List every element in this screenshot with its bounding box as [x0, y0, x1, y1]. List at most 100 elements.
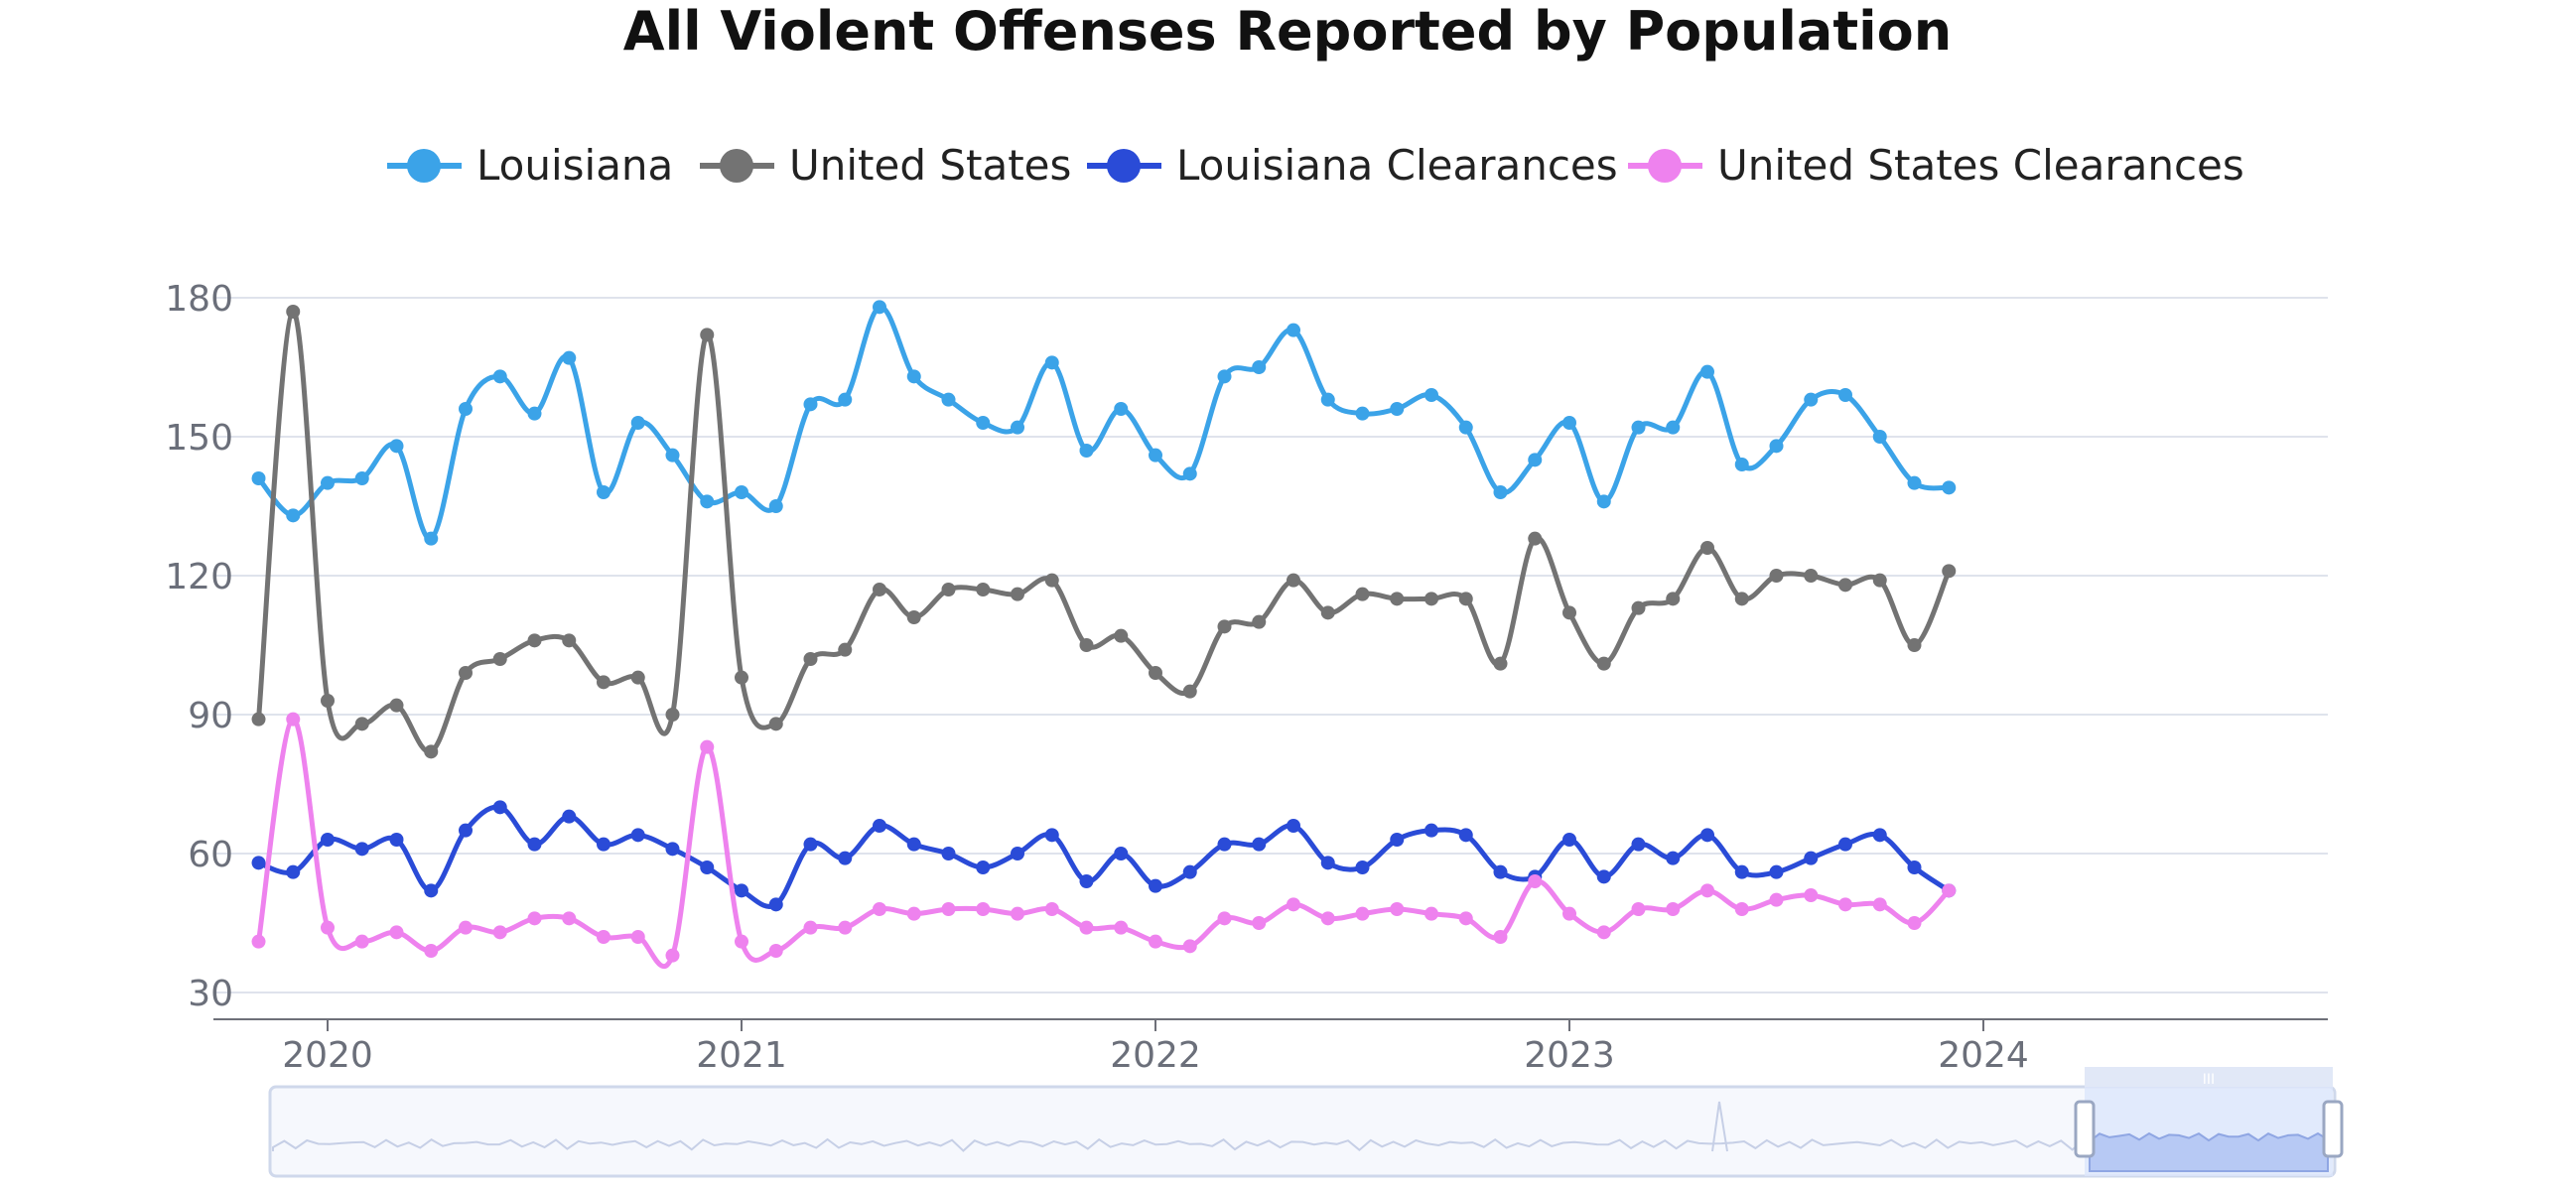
data-point[interactable]: [354, 717, 369, 731]
data-point[interactable]: [321, 475, 335, 490]
data-point[interactable]: [321, 833, 335, 847]
data-point[interactable]: [1424, 388, 1438, 402]
data-point[interactable]: [1666, 592, 1681, 606]
slider-right-handle[interactable]: [2322, 1100, 2344, 1158]
slider-left-handle[interactable]: [2074, 1100, 2096, 1158]
data-point[interactable]: [630, 930, 645, 944]
data-point[interactable]: [768, 499, 783, 513]
data-point[interactable]: [1011, 847, 1024, 860]
data-point[interactable]: [492, 369, 507, 384]
data-point[interactable]: [1562, 416, 1576, 430]
data-point[interactable]: [597, 837, 610, 852]
data-point[interactable]: [1872, 828, 1887, 843]
data-point[interactable]: [1528, 453, 1543, 467]
data-point[interactable]: [286, 864, 301, 879]
legend-item-louisiana-clearances[interactable]: Louisiana Clearances: [1087, 141, 1618, 190]
data-point[interactable]: [1596, 869, 1611, 884]
data-point[interactable]: [1217, 369, 1232, 384]
data-zoom-slider[interactable]: III: [268, 1067, 2344, 1178]
data-point[interactable]: [735, 934, 748, 949]
data-point[interactable]: [1079, 444, 1094, 458]
data-point[interactable]: [424, 744, 439, 759]
data-point[interactable]: [1182, 939, 1197, 954]
data-point[interactable]: [321, 694, 335, 708]
data-point[interactable]: [1838, 837, 1852, 852]
data-point[interactable]: [976, 416, 991, 430]
data-point[interactable]: [1942, 883, 1957, 898]
data-point[interactable]: [1769, 439, 1784, 454]
data-point[interactable]: [838, 392, 853, 407]
data-point[interactable]: [1355, 906, 1370, 921]
data-point[interactable]: [906, 837, 921, 852]
data-point[interactable]: [1804, 569, 1819, 583]
data-point[interactable]: [1942, 480, 1957, 495]
data-point[interactable]: [251, 712, 266, 727]
data-point[interactable]: [941, 392, 956, 407]
data-point[interactable]: [803, 652, 818, 666]
data-point[interactable]: [1528, 531, 1543, 546]
data-point[interactable]: [527, 911, 542, 926]
data-point[interactable]: [1011, 587, 1024, 601]
data-point[interactable]: [700, 860, 715, 874]
data-point[interactable]: [1907, 638, 1922, 652]
data-point[interactable]: [873, 902, 886, 916]
data-point[interactable]: [873, 819, 886, 833]
data-point[interactable]: [251, 934, 266, 949]
data-point[interactable]: [1252, 837, 1267, 852]
data-point[interactable]: [1734, 592, 1749, 606]
data-point[interactable]: [1217, 837, 1232, 852]
data-point[interactable]: [1114, 402, 1129, 416]
data-point[interactable]: [1528, 874, 1543, 888]
data-point[interactable]: [1700, 828, 1714, 843]
data-point[interactable]: [1011, 906, 1024, 921]
data-point[interactable]: [1804, 392, 1819, 407]
data-point[interactable]: [597, 930, 610, 944]
data-point[interactable]: [735, 670, 748, 685]
data-point[interactable]: [1458, 592, 1473, 606]
data-point[interactable]: [251, 856, 266, 870]
data-point[interactable]: [1734, 902, 1749, 916]
data-point[interactable]: [1838, 388, 1852, 402]
legend-item-united-states[interactable]: United States: [700, 141, 1071, 190]
data-point[interactable]: [492, 925, 507, 940]
data-point[interactable]: [1596, 925, 1611, 940]
data-point[interactable]: [735, 485, 748, 499]
data-point[interactable]: [1217, 911, 1232, 926]
data-point[interactable]: [1769, 864, 1784, 879]
data-point[interactable]: [1596, 494, 1611, 509]
legend-item-united-states-clearances[interactable]: United States Clearances: [1628, 141, 2244, 190]
data-point[interactable]: [1011, 420, 1024, 435]
data-point[interactable]: [1355, 860, 1370, 874]
data-point[interactable]: [459, 823, 473, 838]
data-point[interactable]: [1149, 666, 1162, 680]
data-point[interactable]: [1044, 573, 1059, 588]
data-point[interactable]: [562, 911, 577, 926]
data-point[interactable]: [1149, 934, 1162, 949]
data-point[interactable]: [527, 837, 542, 852]
data-point[interactable]: [1458, 420, 1473, 435]
data-point[interactable]: [1907, 860, 1922, 874]
data-point[interactable]: [803, 837, 818, 852]
slider-move-bar[interactable]: [2085, 1067, 2333, 1087]
data-point[interactable]: [1872, 573, 1887, 588]
legend-item-louisiana[interactable]: Louisiana: [387, 141, 673, 190]
data-point[interactable]: [1942, 564, 1957, 579]
data-point[interactable]: [1631, 420, 1646, 435]
data-point[interactable]: [251, 471, 266, 485]
data-point[interactable]: [1493, 930, 1508, 944]
data-point[interactable]: [1044, 828, 1059, 843]
data-point[interactable]: [492, 800, 507, 815]
data-point[interactable]: [700, 739, 715, 754]
data-point[interactable]: [941, 583, 956, 596]
data-point[interactable]: [768, 944, 783, 958]
data-point[interactable]: [700, 494, 715, 509]
data-point[interactable]: [1700, 883, 1714, 898]
data-point[interactable]: [1700, 364, 1714, 379]
data-point[interactable]: [1390, 902, 1405, 916]
data-point[interactable]: [1838, 897, 1852, 912]
data-point[interactable]: [1458, 828, 1473, 843]
data-point[interactable]: [1252, 614, 1267, 629]
data-point[interactable]: [286, 305, 301, 319]
data-point[interactable]: [286, 712, 301, 727]
data-point[interactable]: [1287, 573, 1300, 588]
